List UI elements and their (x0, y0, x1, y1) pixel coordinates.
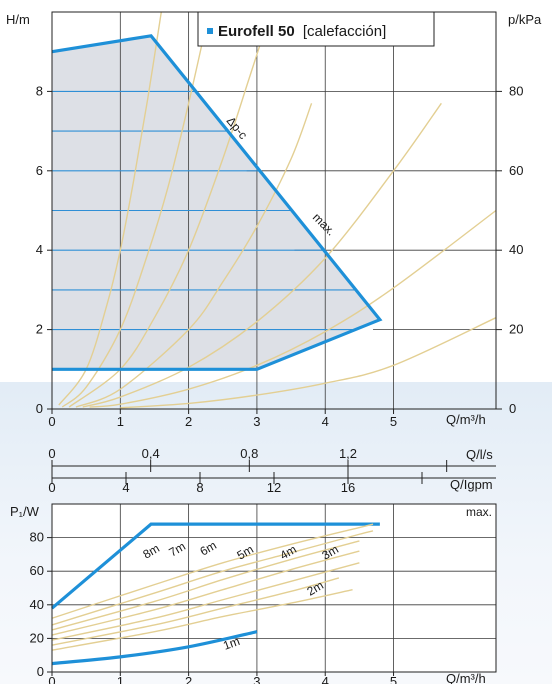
legend-marker (207, 28, 213, 34)
lower-x-tick-label: 4 (322, 674, 329, 684)
y2-tick-label: 0 (509, 401, 516, 416)
power-curve-8m (51, 523, 374, 619)
igpm-axis-tick-label: 8 (196, 480, 203, 495)
upper-y2-axis: 0 20 40 60 80 (496, 83, 523, 416)
lower-y-tick-label: 0 (37, 664, 44, 679)
lower-x-tick-label: 3 (253, 674, 260, 684)
igpm-axis-tick-label: 16 (341, 480, 355, 495)
y2-tick-label: 20 (509, 322, 523, 337)
ls-axis-tick-label: 0,4 (142, 446, 160, 461)
power-curve-max (50, 522, 380, 610)
system-curve (75, 103, 313, 408)
lower-x-axis-label: Q/m³/h (446, 671, 486, 684)
lower-x-tick-label: 2 (185, 674, 192, 684)
system-curve (89, 209, 497, 408)
power-curve-3m (51, 577, 340, 646)
power-curve-label: 1m (221, 634, 241, 653)
power-curve-7m (51, 530, 374, 626)
lower-x-tick-label: 0 (48, 674, 55, 684)
system-curve (120, 317, 497, 409)
y-tick-label: 4 (36, 242, 43, 257)
lower-grid (52, 504, 496, 672)
upper-x-axis-label: Q/m³/h (446, 412, 486, 427)
power-curve-label: max. (466, 505, 492, 519)
x-tick-label: 2 (185, 414, 192, 429)
operating-area-fill (52, 35, 380, 370)
y2-tick-label: 60 (509, 163, 523, 178)
flow-axis-l-per-s-label: Q/l/s (466, 447, 493, 462)
power-curve-4m (51, 562, 360, 641)
igpm-axis-tick-label: 4 (122, 480, 129, 495)
x-tick-label: 3 (253, 414, 260, 429)
y2-tick-label: 80 (509, 83, 523, 98)
igpm-axis-tick-label: 12 (267, 480, 281, 495)
lower-x-axis: 0 1 2 3 4 5 (48, 672, 397, 684)
power-curve-1m (51, 630, 258, 666)
lower-x-tick-label: 1 (117, 674, 124, 684)
x-tick-label: 4 (322, 414, 329, 429)
power-curve-2m (51, 588, 353, 651)
y-tick-label: 6 (36, 163, 43, 178)
lower-plot-frame (51, 503, 497, 673)
y-tick-label: 8 (36, 83, 43, 98)
max-label-upper: max. (310, 210, 338, 238)
y-tick-label: 2 (36, 322, 43, 337)
lower-y-tick-label: 80 (30, 530, 44, 545)
lower-x-tick-label: 5 (390, 674, 397, 684)
upper-y-axis: 0 2 4 6 8 (36, 83, 52, 416)
upper-y-axis-label: H/m (6, 12, 30, 27)
flow-axis-igpm: 0 4 8 12 16 (48, 472, 496, 495)
igpm-axis-tick-label: 0 (48, 480, 55, 495)
lower-plot-bg (52, 504, 496, 672)
legend-title: Eurofell 50 [calefacción] (218, 23, 386, 40)
y-tick-label: 0 (36, 401, 43, 416)
system-curve (82, 102, 442, 408)
flow-axis-igpm-label: Q/Igpm (450, 477, 493, 492)
system-curve (61, 11, 210, 408)
lower-y-axis-label: P₁/W (10, 504, 40, 519)
power-curves (50, 522, 380, 666)
power-curve-5m (51, 550, 360, 636)
lower-y-tick-label: 20 (30, 630, 44, 645)
flow-axis-l-per-s: 0 0,4 0,8 1,2 (48, 446, 496, 472)
legend-box (197, 11, 435, 47)
max-curve (51, 34, 383, 371)
x-tick-label: 0 (48, 414, 55, 429)
lower-y-tick-label: 40 (30, 597, 44, 612)
ls-axis-tick-label: 1,2 (339, 446, 357, 461)
x-tick-label: 5 (390, 414, 397, 429)
y2-tick-label: 40 (509, 242, 523, 257)
lower-y-tick-label: 60 (30, 563, 44, 578)
upper-y2-axis-label: p/kPa (508, 12, 542, 27)
x-tick-label: 1 (117, 414, 124, 429)
lower-y-axis: 0 20 40 60 80 (30, 530, 52, 679)
ls-axis-tick-label: 0 (48, 446, 55, 461)
upper-x-axis: 0 1 2 3 4 5 (48, 409, 397, 429)
ls-axis-tick-label: 0,8 (240, 446, 258, 461)
power-curve-6m (51, 540, 360, 631)
